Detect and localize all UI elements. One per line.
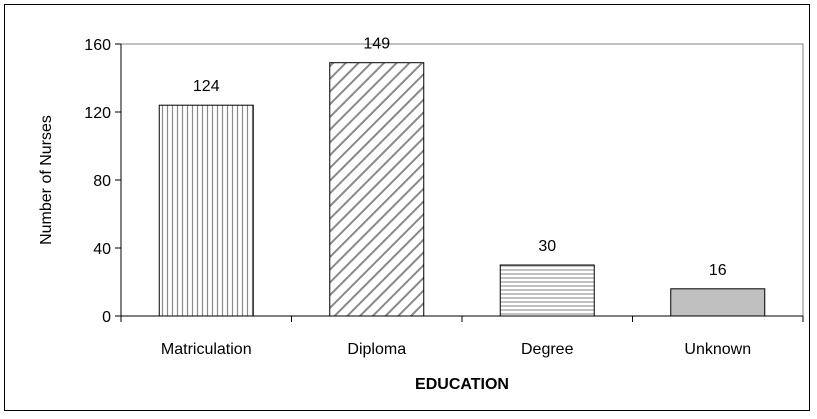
chart-frame [4, 4, 810, 411]
bar-value-label: 149 [363, 36, 390, 53]
y-axis-title: Number of Nurses [38, 115, 55, 245]
y-tick-label: 40 [93, 241, 111, 258]
category-label: Unknown [684, 341, 751, 358]
y-tick-label: 80 [93, 173, 111, 190]
bars [158, 62, 766, 317]
y-tick-label: 0 [102, 309, 111, 326]
bar-degree [499, 264, 595, 317]
bar-diploma [329, 62, 425, 317]
bar-matriculation [158, 104, 254, 317]
category-label: Matriculation [161, 341, 252, 358]
category-label: Diploma [347, 341, 406, 358]
bar-unknown [670, 288, 766, 317]
bar-labels: 124 149 30 16 [193, 36, 727, 279]
bar-value-label: 16 [709, 262, 727, 279]
category-labels: Matriculation Diploma Degree Unknown [161, 341, 751, 358]
y-tick-label: 120 [84, 105, 111, 122]
y-tick-label: 160 [84, 37, 111, 54]
category-label: Degree [521, 341, 574, 358]
x-axis-title: EDUCATION [415, 376, 509, 393]
bar-value-label: 30 [538, 238, 556, 255]
bar-value-label: 124 [193, 78, 220, 95]
x-ticks [120, 316, 804, 322]
y-ticks: 0 40 80 120 160 [84, 37, 121, 326]
